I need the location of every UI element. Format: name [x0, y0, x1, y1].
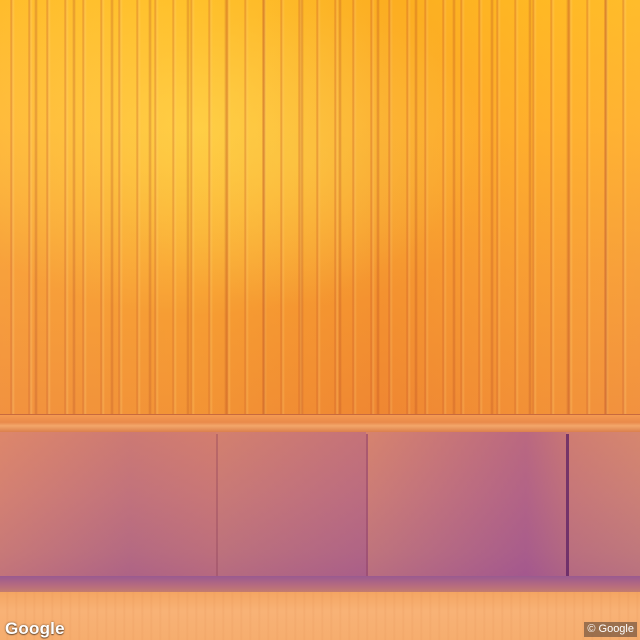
wall-rib-shadows — [0, 0, 640, 422]
panel-seam — [216, 434, 218, 582]
base-panel — [566, 432, 640, 584]
panel-seam — [566, 434, 569, 582]
base-panel — [216, 432, 366, 584]
base-panel — [0, 432, 216, 584]
wall-ribs — [0, 0, 640, 422]
corrugated-metal-wall — [0, 0, 640, 422]
concrete-base-wall — [0, 432, 640, 592]
copyright-notice: © Google — [584, 621, 637, 637]
base-lip — [0, 576, 640, 594]
wall-light-sheen — [0, 0, 640, 422]
sidewalk-texture — [0, 592, 640, 640]
google-logo: Google — [5, 619, 65, 638]
sidewalk-ground — [0, 592, 640, 640]
panel-seam — [366, 434, 368, 582]
horizontal-trim-rail — [0, 414, 640, 434]
base-panel — [366, 432, 566, 584]
